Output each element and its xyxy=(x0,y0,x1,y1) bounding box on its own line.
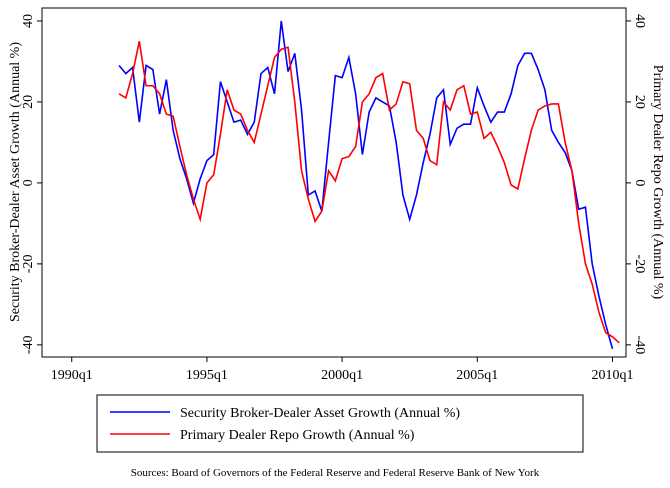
source-note: Sources: Board of Governors of the Feder… xyxy=(131,467,540,479)
plot-frame xyxy=(41,7,627,358)
y-tick-label: 20 xyxy=(21,95,36,109)
legend-box xyxy=(96,394,584,453)
y2-tick-label: 40 xyxy=(632,14,647,28)
series-line xyxy=(118,20,614,350)
y2-tick-label: -20 xyxy=(632,255,647,274)
y2-tick-label: 0 xyxy=(632,179,647,186)
legend-label: Security Broker-Dealer Asset Growth (Ann… xyxy=(180,406,460,421)
y-tick-label: -40 xyxy=(21,336,36,355)
y2-axis-title: Primary Dealer Repo Growth (Annual %) xyxy=(650,65,665,300)
x-tick-label: 1995q1 xyxy=(186,368,228,383)
y-tick-label: -20 xyxy=(21,255,36,274)
x-tick-label: 2000q1 xyxy=(321,368,363,383)
y2-tick-label: -40 xyxy=(632,336,647,355)
y2-tick-label: 20 xyxy=(632,95,647,109)
x-tick-label: 2005q1 xyxy=(456,368,498,383)
legend-label: Primary Dealer Repo Growth (Annual %) xyxy=(180,428,415,443)
y-tick-label: 0 xyxy=(21,179,36,186)
series-line xyxy=(118,41,620,344)
y-tick-label: 40 xyxy=(21,14,36,28)
y-axis-title: Security Broker-Dealer Asset Growth (Ann… xyxy=(8,42,23,322)
x-tick-label: 1990q1 xyxy=(51,368,93,383)
x-tick-label: 2010q1 xyxy=(591,368,633,383)
